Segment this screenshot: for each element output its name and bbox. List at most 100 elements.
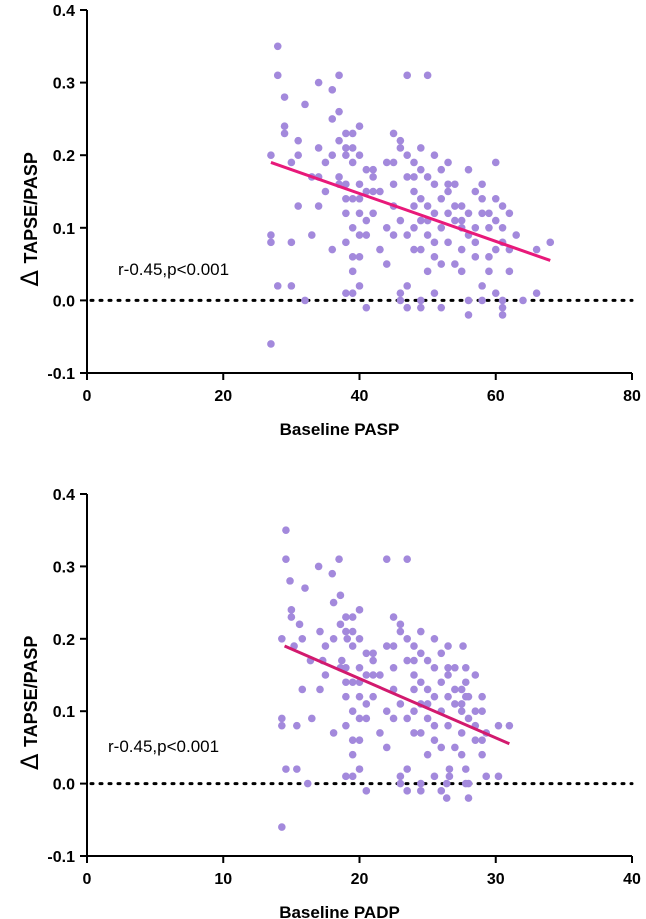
data-point xyxy=(437,649,446,658)
data-point xyxy=(376,187,384,196)
data-point xyxy=(403,303,411,312)
data-point xyxy=(314,202,323,210)
data-point xyxy=(485,224,493,232)
y-axis-label-delta: Δ xyxy=(16,270,44,287)
data-point xyxy=(348,144,357,152)
x-tick-label: 20 xyxy=(214,388,232,405)
data-point xyxy=(342,209,350,218)
correlation-annotation: r-0.45,p<0.001 xyxy=(108,737,219,756)
data-point xyxy=(403,765,411,773)
data-point xyxy=(445,765,454,773)
data-point xyxy=(396,289,405,297)
data-point xyxy=(403,71,411,80)
data-point xyxy=(294,151,302,159)
y-tick-label: 0.1 xyxy=(53,221,75,238)
data-point xyxy=(278,823,286,831)
data-point xyxy=(382,158,391,167)
y-axis-label-delta: Δ xyxy=(16,753,44,770)
data-point xyxy=(287,238,296,247)
data-point xyxy=(498,311,507,319)
data-point xyxy=(451,216,459,225)
data-point xyxy=(342,289,350,297)
data-point xyxy=(457,707,466,715)
data-point xyxy=(505,267,514,276)
data-point xyxy=(336,591,345,600)
x-tick-label: 30 xyxy=(487,871,505,888)
data-point xyxy=(301,584,309,592)
data-point xyxy=(342,613,350,621)
data-point xyxy=(532,245,541,254)
data-point xyxy=(451,663,459,672)
data-point xyxy=(403,714,411,723)
data-point xyxy=(329,598,338,607)
data-point xyxy=(478,736,486,744)
data-point xyxy=(491,158,500,167)
data-point xyxy=(478,707,486,715)
data-point xyxy=(342,238,350,247)
data-point xyxy=(355,231,364,239)
data-point xyxy=(348,627,357,636)
data-point xyxy=(362,714,371,723)
data-point xyxy=(328,86,337,94)
data-point xyxy=(328,245,337,254)
data-point xyxy=(491,289,500,297)
data-point xyxy=(343,635,352,643)
data-point xyxy=(389,158,398,167)
data-point xyxy=(335,555,343,563)
data-point xyxy=(423,173,432,181)
data-point xyxy=(410,729,418,737)
data-point xyxy=(478,750,486,759)
data-point xyxy=(335,136,343,145)
data-point xyxy=(316,685,324,694)
data-point xyxy=(314,144,323,152)
data-point xyxy=(430,736,439,744)
data-point xyxy=(451,685,459,694)
data-point xyxy=(335,173,343,181)
data-point xyxy=(471,224,480,232)
data-point xyxy=(267,340,275,348)
x-axis-label: Baseline PASP xyxy=(280,420,400,439)
data-point xyxy=(485,209,493,218)
data-point xyxy=(280,122,289,130)
data-point xyxy=(437,678,446,687)
data-point xyxy=(267,238,275,247)
data-point xyxy=(417,779,425,788)
data-point xyxy=(444,158,452,167)
trend-line xyxy=(270,161,551,262)
data-point xyxy=(410,245,418,254)
x-tick-label: 10 xyxy=(214,871,232,888)
data-point xyxy=(342,663,350,672)
data-point xyxy=(342,692,350,701)
x-tick-label: 40 xyxy=(623,871,641,888)
data-point xyxy=(369,173,377,181)
data-point xyxy=(464,165,473,174)
data-point xyxy=(505,721,514,730)
data-point xyxy=(267,231,275,239)
data-point xyxy=(478,692,486,701)
data-point xyxy=(362,700,371,708)
data-point xyxy=(342,721,350,730)
data-point xyxy=(389,714,398,723)
data-point xyxy=(329,635,338,643)
y-axis-label: TAPSE/PASP xyxy=(21,636,41,747)
data-point xyxy=(342,151,350,159)
data-point xyxy=(444,721,452,730)
data-point xyxy=(396,627,405,636)
data-point xyxy=(417,627,425,636)
data-point xyxy=(362,231,371,239)
data-point xyxy=(382,743,391,752)
data-point xyxy=(471,736,480,744)
data-point xyxy=(403,151,411,159)
data-point xyxy=(389,613,398,621)
data-point xyxy=(471,187,480,196)
data-point xyxy=(321,671,330,679)
data-point xyxy=(417,729,425,737)
data-point xyxy=(278,635,286,643)
data-point xyxy=(423,71,432,80)
data-point xyxy=(485,253,493,261)
data-point xyxy=(423,202,432,210)
data-point xyxy=(376,671,384,679)
data-point xyxy=(417,144,425,152)
data-point xyxy=(348,158,357,167)
data-point xyxy=(298,685,307,694)
